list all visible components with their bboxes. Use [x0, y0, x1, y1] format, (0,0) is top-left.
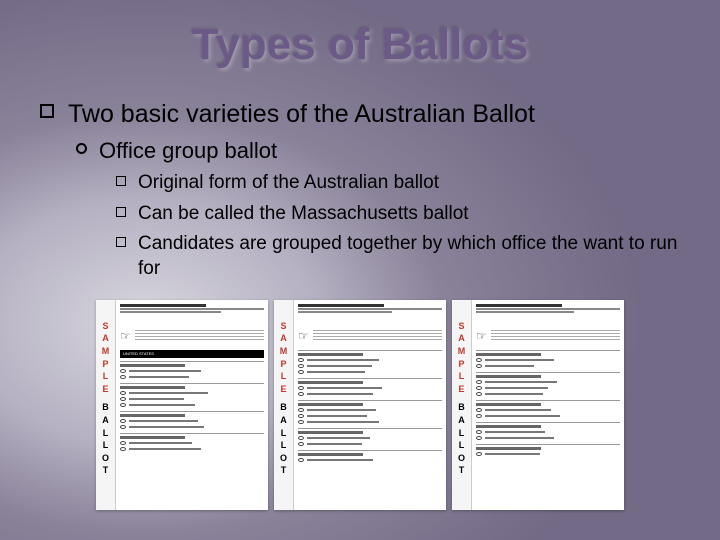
side-letter: T	[281, 464, 287, 477]
side-letter: A	[458, 332, 465, 345]
side-letter: L	[459, 427, 465, 440]
side-letter: A	[102, 332, 109, 345]
bullet-level-2: Office group ballot	[76, 137, 680, 166]
sample-ballot-1: SAMPLEBALLOT ☞ UNITED STATES	[96, 300, 268, 510]
side-letter: T	[459, 464, 465, 477]
square-small-bullet-icon	[116, 207, 126, 217]
square-bullet-icon	[40, 104, 54, 118]
level3c-text: Candidates are grouped together by which…	[138, 232, 680, 281]
level3b-text: Can be called the Massachusetts ballot	[138, 202, 469, 227]
side-letter: E	[102, 383, 108, 396]
slide-content: Two basic varieties of the Australian Ba…	[0, 70, 720, 510]
bullet-level-1: Two basic varieties of the Australian Ba…	[40, 98, 680, 131]
side-letter: O	[458, 452, 465, 465]
hand-point-icon: ☞	[476, 329, 487, 343]
side-letter: L	[281, 439, 287, 452]
side-letter: T	[103, 464, 109, 477]
side-letter: L	[103, 427, 109, 440]
side-letter: E	[458, 383, 464, 396]
ballot-side-label: SAMPLEBALLOT	[96, 300, 116, 510]
sample-ballot-2: SAMPLEBALLOT ☞	[274, 300, 446, 510]
side-letter: L	[459, 370, 465, 383]
side-letter: L	[281, 370, 287, 383]
ballot-section-bar: UNITED STATES	[120, 350, 264, 358]
side-letter: E	[280, 383, 286, 396]
square-small-bullet-icon	[116, 176, 126, 186]
side-letter: M	[458, 345, 466, 358]
side-letter: O	[280, 452, 287, 465]
level3a-text: Original form of the Australian ballot	[138, 171, 439, 196]
side-letter: M	[280, 345, 288, 358]
sample-ballots-row: SAMPLEBALLOT ☞ UNITED STATES SAMPLEBALLO…	[40, 300, 680, 510]
side-letter: S	[102, 320, 108, 333]
ballot-body: ☞ UNITED STATES	[116, 300, 268, 510]
bullet-level-3b: Can be called the Massachusetts ballot	[116, 202, 680, 227]
side-letter: S	[280, 320, 286, 333]
side-letter: L	[103, 370, 109, 383]
side-letter: B	[102, 401, 109, 414]
hand-point-icon: ☞	[298, 329, 309, 343]
bullet-level-3c: Candidates are grouped together by which…	[116, 232, 680, 281]
level2-text: Office group ballot	[99, 137, 277, 166]
bullet-level-3a: Original form of the Australian ballot	[116, 171, 680, 196]
side-letter: S	[458, 320, 464, 333]
side-letter: L	[459, 439, 465, 452]
side-letter: A	[280, 332, 287, 345]
ballot-side-label: SAMPLEBALLOT	[274, 300, 294, 510]
side-letter: A	[102, 414, 109, 427]
side-letter: L	[281, 427, 287, 440]
ballot-side-label: SAMPLEBALLOT	[452, 300, 472, 510]
square-small-bullet-icon	[116, 237, 126, 247]
side-letter: L	[103, 439, 109, 452]
circle-bullet-icon	[76, 143, 87, 154]
side-letter: B	[458, 401, 465, 414]
side-letter: A	[280, 414, 287, 427]
level1-text: Two basic varieties of the Australian Ba…	[68, 98, 535, 131]
side-letter: P	[102, 358, 108, 371]
side-letter: P	[280, 358, 286, 371]
side-letter: P	[458, 358, 464, 371]
side-letter: B	[280, 401, 287, 414]
side-letter: O	[102, 452, 109, 465]
ballot-body: ☞	[294, 300, 446, 510]
side-letter: M	[102, 345, 110, 358]
slide-title: Types of Ballots	[0, 0, 720, 70]
side-letter: A	[458, 414, 465, 427]
hand-point-icon: ☞	[120, 329, 131, 343]
sample-ballot-3: SAMPLEBALLOT ☞	[452, 300, 624, 510]
ballot-body: ☞	[472, 300, 624, 510]
